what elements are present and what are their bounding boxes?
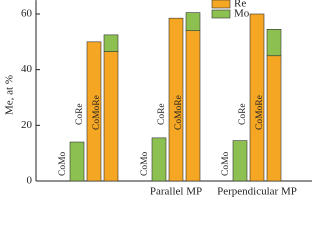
chart: Me, at % 0 20 40 60 Parallel MP Perpendicular… bbox=[4, 0, 312, 198]
group-label: Perpendicular MP bbox=[217, 186, 297, 198]
x-tick-label: CoMoRe bbox=[255, 95, 265, 130]
bar-segment bbox=[185, 30, 201, 182]
bar-segment bbox=[266, 55, 282, 182]
page: Me, at % 0 20 40 60 Parallel MP Perpendicular… bbox=[3, 0, 312, 198]
bar-segment bbox=[103, 34, 119, 52]
legend-swatch bbox=[211, 0, 231, 9]
legend-swatch bbox=[211, 9, 231, 19]
y-tick-label: 60 bbox=[21, 8, 33, 20]
bar-segment bbox=[266, 29, 282, 57]
x-tick-label: CoRe bbox=[75, 103, 85, 125]
x-tick-label: CoMo bbox=[140, 151, 150, 176]
bar-segment bbox=[151, 137, 167, 182]
bar-segment bbox=[86, 41, 102, 182]
bar-segment bbox=[232, 140, 248, 182]
group-label: Parallel MP bbox=[150, 186, 202, 198]
x-tick-label: CoMo bbox=[58, 151, 68, 176]
y-axis-label: Me, at % bbox=[4, 75, 16, 115]
x-tick-label: CoRe bbox=[238, 103, 248, 125]
bar-segment bbox=[249, 13, 265, 182]
legend-label: Re bbox=[234, 0, 246, 10]
bar-segment bbox=[185, 12, 201, 32]
bar-segment bbox=[69, 141, 85, 182]
x-tick-label: CoMoRe bbox=[174, 95, 184, 130]
bar-segment bbox=[168, 17, 184, 182]
bar-segment bbox=[103, 51, 119, 182]
y-tick-label: 20 bbox=[21, 119, 33, 131]
y-tick-label: 0 bbox=[27, 175, 33, 187]
x-tick-label: CoMo bbox=[221, 151, 231, 176]
y-tick-label: 40 bbox=[21, 63, 33, 75]
legend-label: Mo bbox=[234, 8, 250, 20]
x-tick-label: CoRe bbox=[157, 103, 167, 125]
x-tick-label: CoMoRe bbox=[92, 95, 102, 130]
